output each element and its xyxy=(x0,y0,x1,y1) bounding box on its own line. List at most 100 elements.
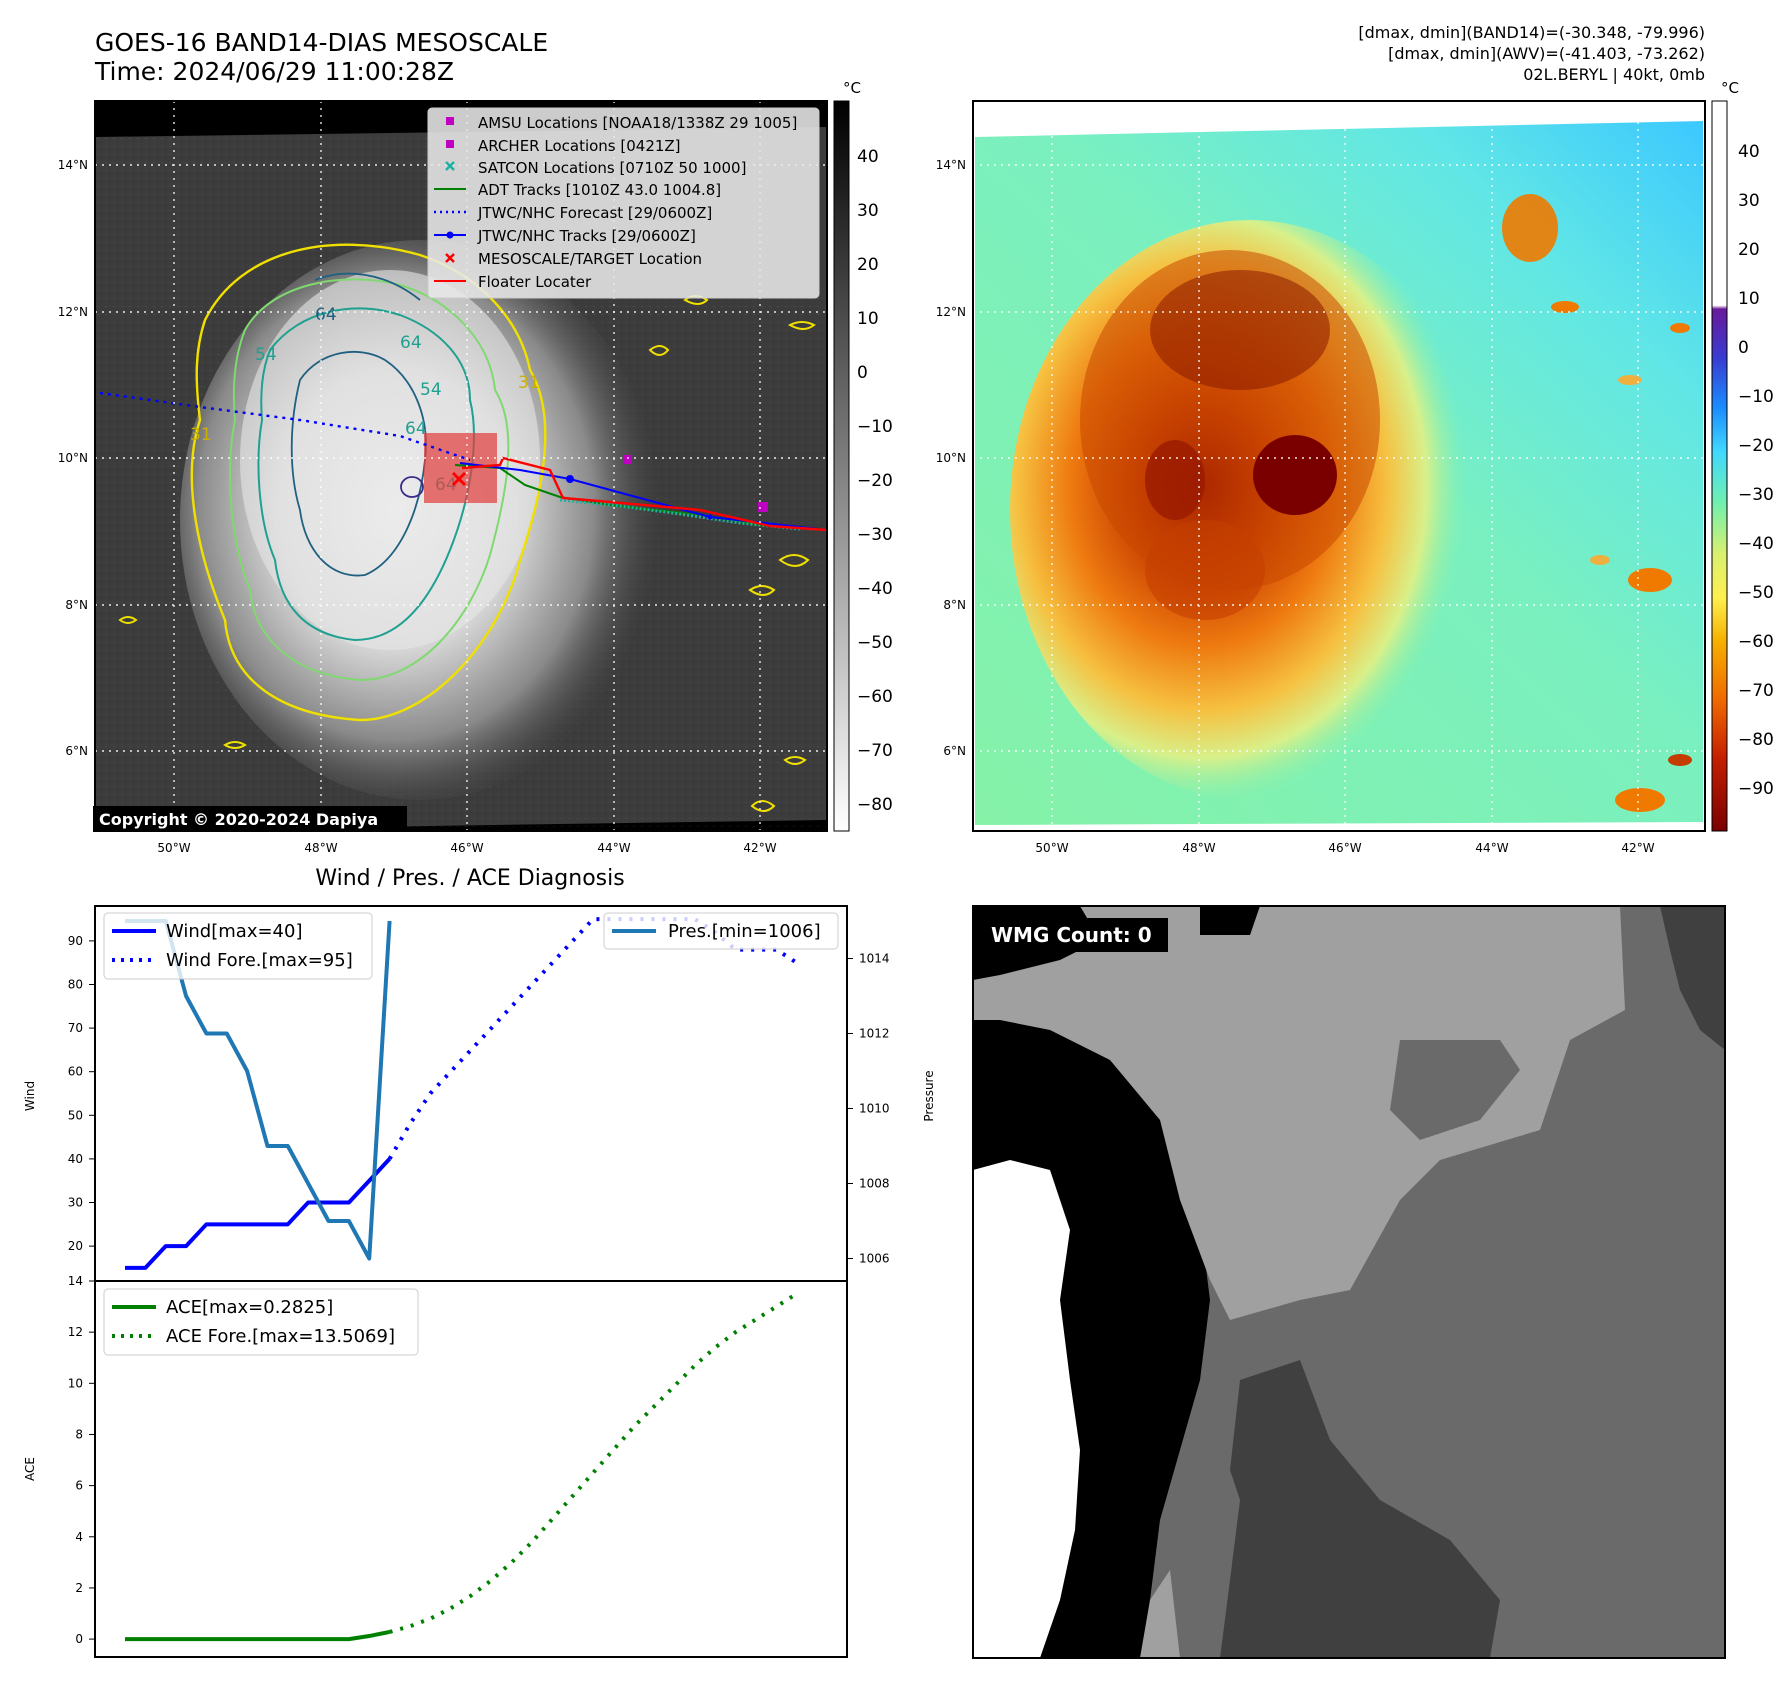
cbar-tick: 20 xyxy=(857,255,879,275)
cbar-tick: −80 xyxy=(1738,730,1774,750)
y-tick-label: 20 xyxy=(68,1239,83,1253)
pressure-ylabel: Pressure xyxy=(922,1070,936,1121)
cbar-tick: 40 xyxy=(857,147,879,167)
copyright-text: Copyright © 2020-2024 Dapiya xyxy=(99,810,378,829)
cbar-tick: −70 xyxy=(857,741,893,761)
wmg-frame xyxy=(972,905,1726,1659)
y-tick-label: 60 xyxy=(68,1065,83,1079)
contour-64 xyxy=(257,307,475,642)
lat-tick: 10°N xyxy=(58,451,88,465)
floater-locater xyxy=(461,456,827,532)
lon-tick: 44°W xyxy=(1475,841,1508,855)
figure-time: Time: 2024/06/29 11:00:28Z xyxy=(94,57,454,86)
lat-tick: 14°N xyxy=(936,158,966,172)
info-band14: [dmax, dmin](BAND14)=(-30.348, -79.996) xyxy=(1358,23,1705,42)
color-colorbar-ticks: 40 30 20 10 0 −10 −20 −30 −40 −50 −60 −7… xyxy=(1738,142,1774,799)
legend-floater-label: Floater Locater xyxy=(478,273,592,291)
archer-marker xyxy=(623,455,632,464)
legend-amsu-icon xyxy=(446,117,454,125)
mesoscale-box xyxy=(424,433,497,503)
cbar-tick: −30 xyxy=(1738,485,1774,505)
y-tick-label: 1006 xyxy=(859,1252,890,1266)
legend-jtwc-dot-icon xyxy=(446,231,454,239)
legend-archer-icon xyxy=(446,140,454,148)
legend-archer-label: ARCHER Locations [0421Z] xyxy=(478,137,681,155)
y-tick-label: 70 xyxy=(68,1021,83,1035)
contour-label: 54 xyxy=(420,380,442,400)
map2-lat-ticks: 14°N 12°N 10°N 8°N 6°N xyxy=(936,158,966,758)
lat-tick: 10°N xyxy=(936,451,966,465)
map1-grid xyxy=(95,101,827,831)
y-tick-label: 10 xyxy=(68,1376,83,1390)
lat-tick: 8°N xyxy=(65,598,88,612)
cbar-tick: −80 xyxy=(857,795,893,815)
cbar-tick: −30 xyxy=(857,525,893,545)
lon-tick: 50°W xyxy=(1035,841,1068,855)
jtwc-track-point xyxy=(566,475,574,483)
contour-label: 31 xyxy=(518,373,540,393)
contour-31 xyxy=(190,243,547,722)
cbar-tick: −90 xyxy=(1738,779,1774,799)
lat-tick: 12°N xyxy=(58,305,88,319)
cbar-tick: −60 xyxy=(1738,632,1774,652)
y-tick-label: 6 xyxy=(75,1479,83,1493)
cbar-tick: −10 xyxy=(1738,387,1774,407)
map1-lon-ticks: 50°W 48°W 46°W 44°W 42°W xyxy=(157,841,776,855)
map2-lon-ticks: 50°W 48°W 46°W 44°W 42°W xyxy=(1035,841,1654,855)
figure-title: GOES-16 BAND14-DIAS MESOSCALE xyxy=(95,28,548,57)
color-colorbar-unit: °C xyxy=(1721,79,1739,97)
lon-tick: 48°W xyxy=(304,841,337,855)
cbar-tick: 30 xyxy=(1738,191,1760,211)
legend-satcon-label: SATCON Locations [0710Z 50 1000] xyxy=(478,159,746,177)
wmg-panel xyxy=(973,906,1725,1658)
contour-label: 54 xyxy=(255,345,277,365)
lon-tick: 46°W xyxy=(1328,841,1361,855)
y-tick-label: 2 xyxy=(75,1581,83,1595)
cbar-tick: −50 xyxy=(857,633,893,653)
cbar-tick: −50 xyxy=(1738,583,1774,603)
gray-colorbar-ticks: 40 30 20 10 0 −10 −20 −30 −40 −50 −60 −7… xyxy=(857,147,893,815)
map1-frame xyxy=(94,100,828,832)
map2-frame xyxy=(972,100,1706,832)
contour-label: 31 xyxy=(190,425,212,445)
pressure-legend: Pres.[min=1006] xyxy=(603,912,839,950)
series-line xyxy=(125,1629,390,1642)
amsu-marker xyxy=(758,502,768,512)
cbar-tick: 40 xyxy=(1738,142,1760,162)
pressure-yticks: 1006 1008 1010 1012 1014 xyxy=(847,952,890,1266)
wind-pressure-panel: 20 30 40 50 60 70 80 90 1006 1008 1010 1012 1014 Wi… xyxy=(23,905,936,1282)
y-tick-label: 14 xyxy=(68,1274,83,1288)
legend-amsu-label: AMSU Locations [NOAA18/1338Z 29 1005] xyxy=(478,114,797,132)
cbar-tick: 10 xyxy=(857,309,879,329)
lat-tick: 8°N xyxy=(943,598,966,612)
cbar-tick: −70 xyxy=(1738,681,1774,701)
info-storm: 02L.BERYL | 40kt, 0mb xyxy=(1523,65,1705,84)
legend-target-label: MESOSCALE/TARGET Location xyxy=(478,250,702,268)
y-tick-label: 1010 xyxy=(859,1102,890,1116)
legend-satcon-icon xyxy=(445,161,455,171)
cbar-tick: 30 xyxy=(857,201,879,221)
contour-54 xyxy=(229,278,510,682)
contour-label: 64 xyxy=(405,419,427,439)
y-tick-label: 80 xyxy=(68,977,83,991)
y-tick-label: 1012 xyxy=(859,1027,890,1041)
lon-tick: 46°W xyxy=(450,841,483,855)
y-tick-label: 8 xyxy=(75,1427,83,1441)
wind-legend: Wind[max=40] Wind Fore.[max=95] xyxy=(103,912,373,980)
jtwc-forecast-line xyxy=(99,391,471,462)
ace-legend: ACE[max=0.2825] ACE Fore.[max=13.5069] xyxy=(103,1288,419,1356)
cbar-tick: 0 xyxy=(1738,338,1749,358)
legend-adt-label: ADT Tracks [1010Z 43.0 1004.8] xyxy=(478,181,721,199)
lat-tick: 12°N xyxy=(936,305,966,319)
cbar-tick: 0 xyxy=(857,363,868,383)
gray-colorbar: °C 40 30 20 10 0 −10 −20 −30 −40 −50 −60… xyxy=(833,79,893,832)
lon-tick: 42°W xyxy=(1621,841,1654,855)
y-tick-label: 12 xyxy=(68,1325,83,1339)
map1-lat-ticks: 14°N 12°N 10°N 8°N 6°N xyxy=(58,158,88,758)
gray-colorbar-unit: °C xyxy=(843,79,861,97)
cbar-tick: 20 xyxy=(1738,240,1760,260)
cbar-tick: −40 xyxy=(1738,534,1774,554)
y-tick-label: 0 xyxy=(75,1632,83,1646)
